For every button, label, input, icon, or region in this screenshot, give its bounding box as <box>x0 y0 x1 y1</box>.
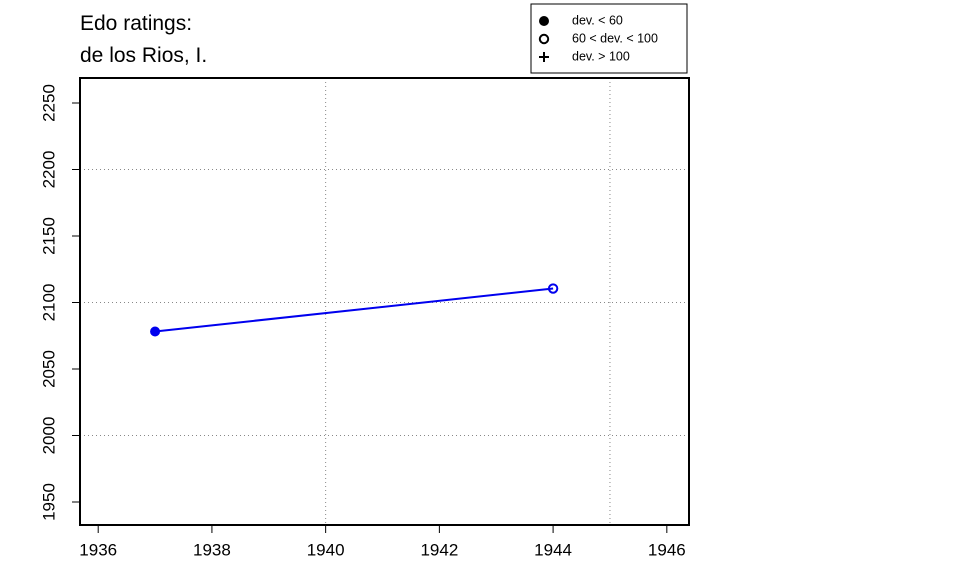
y-tick-label: 2000 <box>39 417 58 455</box>
x-tick-label: 1936 <box>79 540 117 559</box>
chart-title: de los Rios, I. <box>80 44 207 67</box>
x-tick-label: 1938 <box>193 540 231 559</box>
y-tick-label: 2100 <box>39 284 58 322</box>
x-tick-label: 1944 <box>534 540 572 559</box>
legend-marker <box>538 33 550 45</box>
data-point <box>150 326 161 337</box>
y-tick-label: 2150 <box>39 217 58 255</box>
chart-title: Edo ratings: <box>80 12 192 35</box>
series-line <box>154 287 554 333</box>
y-tick-label: 2200 <box>39 151 58 189</box>
plot-frame <box>79 77 690 526</box>
y-tick-label: 1950 <box>39 483 58 521</box>
legend-marker <box>539 16 549 26</box>
legend-label: 60 < dev. < 100 <box>572 31 658 45</box>
legend-label: dev. > 100 <box>572 49 630 63</box>
y-tick-label: 2050 <box>39 350 58 388</box>
x-tick-label: 1940 <box>307 540 345 559</box>
x-tick-label: 1946 <box>648 540 686 559</box>
legend-marker <box>539 52 549 62</box>
y-tick-label: 2250 <box>39 84 58 122</box>
data-point <box>547 283 559 294</box>
x-tick-label: 1942 <box>420 540 458 559</box>
legend-label: dev. < 60 <box>572 13 623 27</box>
legend-box <box>530 3 688 74</box>
